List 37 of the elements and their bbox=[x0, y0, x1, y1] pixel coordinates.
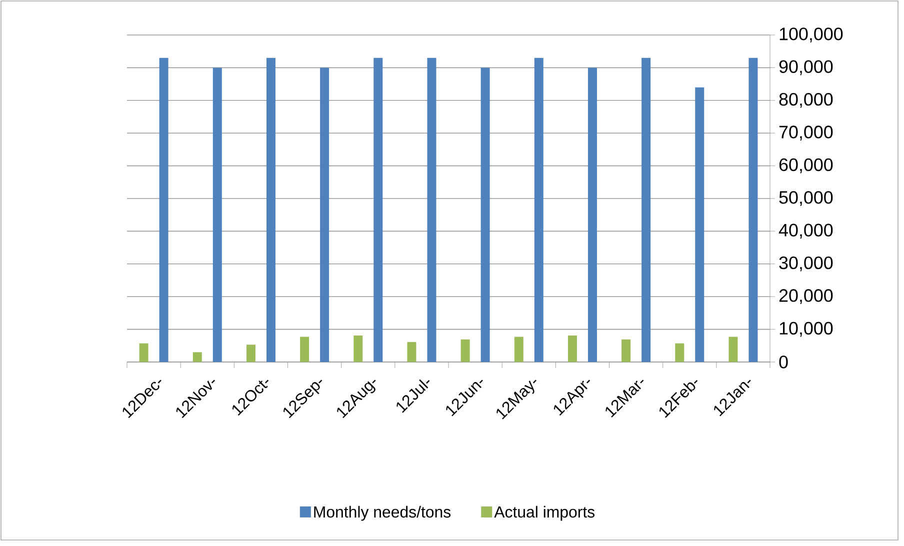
y-tick-label: 90,000 bbox=[779, 60, 833, 76]
bar bbox=[159, 58, 168, 362]
y-tick-label: 100,000 bbox=[780, 28, 843, 42]
bar bbox=[427, 58, 436, 362]
bar bbox=[675, 343, 684, 362]
bar bbox=[374, 58, 383, 362]
y-tick-label: 80,000 bbox=[779, 92, 833, 108]
y-tick-label: 10,000 bbox=[780, 322, 833, 337]
bar bbox=[246, 344, 256, 362]
bar bbox=[622, 339, 631, 362]
y-tick-label: 30,000 bbox=[779, 256, 833, 272]
legend-label: Monthly needs/tons bbox=[314, 506, 451, 521]
legend-label: Actual imports bbox=[494, 506, 595, 521]
bar bbox=[568, 336, 577, 362]
bar bbox=[748, 58, 758, 362]
y-tick-label: 70,000 bbox=[779, 126, 833, 141]
bar bbox=[300, 336, 310, 362]
bar bbox=[139, 343, 148, 362]
bar bbox=[354, 336, 363, 362]
bar bbox=[407, 342, 416, 362]
y-tick-label: 40,000 bbox=[778, 224, 833, 239]
bar bbox=[514, 336, 524, 362]
bar bbox=[320, 68, 330, 362]
bar bbox=[480, 68, 490, 362]
bar bbox=[728, 336, 738, 362]
y-tick-label: 60,000 bbox=[779, 158, 833, 174]
y-tick-label: 20,000 bbox=[779, 289, 833, 304]
bar bbox=[695, 87, 704, 362]
bar bbox=[460, 339, 470, 362]
bar bbox=[588, 68, 597, 362]
y-tick-label: 50,000 bbox=[779, 191, 833, 206]
y-tick-label: 0 bbox=[779, 356, 788, 368]
bar bbox=[266, 58, 276, 362]
bar bbox=[212, 68, 222, 362]
bar bbox=[192, 352, 202, 362]
bar bbox=[534, 58, 544, 362]
bar bbox=[642, 58, 651, 362]
